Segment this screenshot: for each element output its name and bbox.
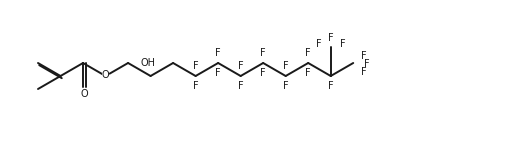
Text: F: F: [361, 67, 367, 77]
Text: F: F: [283, 81, 288, 91]
Text: F: F: [215, 68, 221, 78]
Text: F: F: [283, 61, 288, 71]
Text: F: F: [305, 68, 311, 78]
Text: F: F: [238, 61, 243, 71]
Text: F: F: [260, 68, 266, 78]
Text: F: F: [365, 59, 370, 69]
Text: F: F: [328, 33, 333, 43]
Text: F: F: [328, 81, 333, 91]
Text: F: F: [260, 48, 266, 58]
Text: O: O: [81, 89, 89, 99]
Text: O: O: [102, 70, 109, 80]
Text: F: F: [215, 48, 221, 58]
Text: F: F: [193, 81, 198, 91]
Text: OH: OH: [140, 58, 155, 68]
Text: F: F: [305, 48, 311, 58]
Text: F: F: [316, 39, 322, 49]
Text: F: F: [238, 81, 243, 91]
Text: F: F: [193, 61, 198, 71]
Text: F: F: [361, 51, 367, 61]
Text: F: F: [340, 39, 346, 49]
